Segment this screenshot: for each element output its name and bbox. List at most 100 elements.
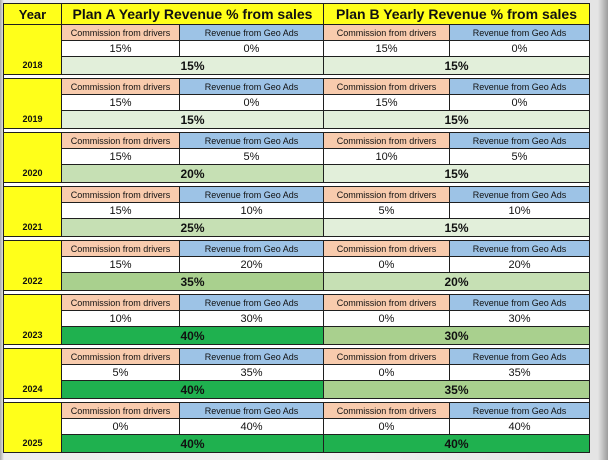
plan-b-commission-value: 5%: [323, 202, 450, 219]
plan-b-geo-ads-value: 30%: [449, 310, 590, 327]
plan-a-geo-ads-label: Revenue from Geo Ads: [179, 78, 324, 95]
label-row: 2024 Commission from drivers Revenue fro…: [3, 348, 590, 399]
year-cell: 2024: [3, 348, 62, 399]
plan-b-commission-value: 15%: [323, 40, 450, 57]
plan-a-commission-label: Commission from drivers: [61, 240, 180, 257]
plan-a-commission-value: 15%: [61, 202, 180, 219]
plan-b-commission-label: Commission from drivers: [323, 132, 450, 149]
plan-b-total: 40%: [323, 434, 590, 453]
plan-b-commission-value: 0%: [323, 418, 450, 435]
plan-b-geo-ads-label: Revenue from Geo Ads: [449, 348, 590, 365]
plan-b-total: 15%: [323, 110, 590, 129]
plan-b-total: 35%: [323, 380, 590, 399]
year-cell: 2020: [3, 132, 62, 183]
value-row: 15% 5% 10% 5%: [4, 148, 590, 165]
plan-a-total: 35%: [61, 272, 324, 291]
total-row: 15% 15%: [4, 110, 590, 129]
plan-b-geo-ads-value: 0%: [449, 40, 590, 57]
plan-a-geo-ads-label: Revenue from Geo Ads: [179, 24, 324, 41]
plan-b-geo-ads-label: Revenue from Geo Ads: [449, 132, 590, 149]
plan-a-geo-ads-value: 30%: [179, 310, 324, 327]
plan-a-total: 25%: [61, 218, 324, 237]
plan-b-geo-ads-label: Revenue from Geo Ads: [449, 78, 590, 95]
plan-b-total: 15%: [323, 218, 590, 237]
plan-b-commission-label: Commission from drivers: [323, 294, 450, 311]
plan-b-geo-ads-value: 35%: [449, 364, 590, 381]
plan-a-geo-ads-value: 0%: [179, 40, 324, 57]
plan-a-commission-value: 5%: [61, 364, 180, 381]
plan-b-geo-ads-value: 20%: [449, 256, 590, 273]
value-row: 15% 0% 15% 0%: [4, 94, 590, 111]
plan-a-commission-label: Commission from drivers: [61, 402, 180, 419]
label-row: 2018 Commission from drivers Revenue fro…: [3, 24, 590, 75]
plan-a-commission-label: Commission from drivers: [61, 24, 180, 41]
plan-a-commission-label: Commission from drivers: [61, 186, 180, 203]
label-row: 2021 Commission from drivers Revenue fro…: [3, 186, 590, 237]
label-row: 2023 Commission from drivers Revenue fro…: [3, 294, 590, 345]
plan-b-geo-ads-value: 40%: [449, 418, 590, 435]
plan-a-commission-value: 15%: [61, 256, 180, 273]
plan-a-commission-value: 15%: [61, 40, 180, 57]
plan-a-commission-value: 15%: [61, 148, 180, 165]
total-row: 40% 35%: [4, 380, 590, 399]
plan-b-commission-value: 15%: [323, 94, 450, 111]
plan-b-commission-label: Commission from drivers: [323, 24, 450, 41]
plan-a-commission-label: Commission from drivers: [61, 78, 180, 95]
plan-b-geo-ads-value: 5%: [449, 148, 590, 165]
label-row: 2020 Commission from drivers Revenue fro…: [3, 132, 590, 183]
year-cell: 2025: [3, 402, 62, 453]
year-column-header: Year: [3, 3, 62, 25]
plan-b-commission-value: 0%: [323, 364, 450, 381]
total-row: 40% 30%: [4, 326, 590, 345]
header-row: Year Plan A Yearly Revenue % from sales …: [3, 3, 590, 25]
label-row: 2025 Commission from drivers Revenue fro…: [3, 402, 590, 453]
label-row: 2019 Commission from drivers Revenue fro…: [3, 78, 590, 129]
total-row: 25% 15%: [4, 218, 590, 237]
plan-b-total: 15%: [323, 164, 590, 183]
plan-a-commission-value: 0%: [61, 418, 180, 435]
total-row: 15% 15%: [4, 56, 590, 75]
total-row: 20% 15%: [4, 164, 590, 183]
plan-a-geo-ads-label: Revenue from Geo Ads: [179, 294, 324, 311]
plan-a-geo-ads-label: Revenue from Geo Ads: [179, 186, 324, 203]
plan-b-geo-ads-label: Revenue from Geo Ads: [449, 240, 590, 257]
plan-b-commission-label: Commission from drivers: [323, 402, 450, 419]
year-cell: 2021: [3, 186, 62, 237]
plan-a-total: 40%: [61, 434, 324, 453]
plan-b-geo-ads-value: 10%: [449, 202, 590, 219]
plan-a-commission-value: 15%: [61, 94, 180, 111]
plan-a-geo-ads-value: 10%: [179, 202, 324, 219]
year-cell: 2019: [3, 78, 62, 129]
plan-b-commission-value: 0%: [323, 256, 450, 273]
plan-a-geo-ads-label: Revenue from Geo Ads: [179, 402, 324, 419]
plan-b-commission-label: Commission from drivers: [323, 348, 450, 365]
value-row: 15% 20% 0% 20%: [4, 256, 590, 273]
plan-b-geo-ads-label: Revenue from Geo Ads: [449, 24, 590, 41]
plan-b-commission-value: 0%: [323, 310, 450, 327]
plan-b-total: 15%: [323, 56, 590, 75]
plan-a-geo-ads-value: 20%: [179, 256, 324, 273]
plan-a-total: 20%: [61, 164, 324, 183]
plan-a-commission-value: 10%: [61, 310, 180, 327]
plan-a-geo-ads-value: 0%: [179, 94, 324, 111]
total-row: 35% 20%: [4, 272, 590, 291]
plan-b-commission-value: 10%: [323, 148, 450, 165]
plan-b-geo-ads-label: Revenue from Geo Ads: [449, 294, 590, 311]
plan-b-header: Plan B Yearly Revenue % from sales: [323, 3, 590, 25]
plan-b-geo-ads-value: 0%: [449, 94, 590, 111]
plan-b-total: 20%: [323, 272, 590, 291]
plan-b-commission-label: Commission from drivers: [323, 186, 450, 203]
plan-b-total: 30%: [323, 326, 590, 345]
plan-a-geo-ads-value: 40%: [179, 418, 324, 435]
plan-a-geo-ads-label: Revenue from Geo Ads: [179, 132, 324, 149]
plan-b-geo-ads-label: Revenue from Geo Ads: [449, 402, 590, 419]
revenue-table: Year Plan A Yearly Revenue % from sales …: [3, 3, 590, 453]
plan-a-geo-ads-label: Revenue from Geo Ads: [179, 240, 324, 257]
value-row: 0% 40% 0% 40%: [4, 418, 590, 435]
value-row: 15% 10% 5% 10%: [4, 202, 590, 219]
value-row: 5% 35% 0% 35%: [4, 364, 590, 381]
plan-b-geo-ads-label: Revenue from Geo Ads: [449, 186, 590, 203]
plan-a-geo-ads-label: Revenue from Geo Ads: [179, 348, 324, 365]
year-cell: 2023: [3, 294, 62, 345]
year-cell: 2018: [3, 24, 62, 75]
